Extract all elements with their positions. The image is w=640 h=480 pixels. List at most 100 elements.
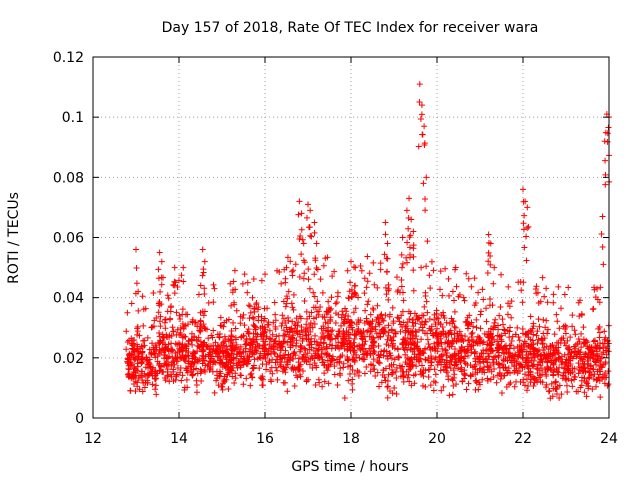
data-point [312, 332, 319, 339]
data-point [199, 352, 206, 359]
data-point [268, 336, 275, 343]
data-point [298, 210, 305, 217]
data-point [374, 302, 381, 309]
data-point [524, 330, 531, 337]
data-point [598, 231, 605, 238]
data-point [205, 361, 212, 368]
data-point [146, 370, 153, 377]
data-point [417, 355, 424, 362]
data-point [474, 369, 481, 376]
data-point [408, 382, 415, 389]
data-point [370, 335, 377, 342]
data-point [451, 323, 458, 330]
data-point [493, 379, 500, 386]
data-point [527, 342, 534, 349]
data-point [313, 264, 320, 271]
data-point [300, 257, 307, 264]
data-point [404, 239, 411, 246]
data-point [263, 334, 270, 341]
data-point [211, 358, 218, 365]
data-point [596, 334, 603, 341]
data-point [213, 377, 220, 384]
data-point [555, 371, 562, 378]
data-point [496, 312, 503, 319]
data-point [201, 367, 208, 374]
data-point [484, 366, 491, 373]
data-point [219, 364, 226, 371]
data-point [141, 384, 148, 391]
data-point [328, 331, 335, 338]
data-point [198, 324, 205, 331]
data-point [519, 299, 526, 306]
data-point [362, 307, 369, 314]
data-point [380, 330, 387, 337]
data-point [577, 384, 584, 391]
data-point [437, 286, 444, 293]
data-point [324, 254, 331, 261]
data-point [550, 372, 557, 379]
data-point [189, 358, 196, 365]
data-point [281, 365, 288, 372]
data-point [260, 338, 267, 345]
data-point [316, 342, 323, 349]
data-point [278, 280, 285, 287]
data-point [363, 284, 370, 291]
data-point [178, 344, 185, 351]
data-point [214, 331, 221, 338]
data-point [251, 356, 258, 363]
data-point [198, 342, 205, 349]
data-point [383, 255, 390, 262]
data-point [492, 353, 499, 360]
data-point [521, 382, 528, 389]
data-point [369, 324, 376, 331]
data-point [438, 352, 445, 359]
data-point [591, 371, 598, 378]
data-point [350, 339, 357, 346]
data-point [229, 373, 236, 380]
data-point [463, 319, 470, 326]
data-point [384, 240, 391, 247]
data-point [152, 376, 159, 383]
data-point [273, 333, 280, 340]
data-point [535, 300, 542, 307]
data-point [470, 323, 477, 330]
data-point [442, 346, 449, 353]
data-point [272, 311, 279, 318]
data-point [432, 345, 439, 352]
data-point [386, 311, 393, 318]
data-point [366, 321, 373, 328]
data-point [542, 324, 549, 331]
data-point [425, 373, 432, 380]
data-point [512, 351, 519, 358]
data-point [535, 336, 542, 343]
data-point [410, 228, 417, 235]
data-point [405, 371, 412, 378]
data-point [438, 387, 445, 394]
data-point [358, 330, 365, 337]
data-point [565, 363, 572, 370]
data-point [167, 315, 174, 322]
data-point [425, 366, 432, 373]
data-point [317, 339, 324, 346]
data-point [404, 374, 411, 381]
data-point [484, 341, 491, 348]
data-point [232, 286, 239, 293]
data-point [413, 363, 420, 370]
data-point [555, 339, 562, 346]
data-point [498, 389, 505, 396]
data-point [377, 266, 384, 273]
data-point [199, 272, 206, 279]
data-point [494, 372, 501, 379]
data-point [127, 387, 134, 394]
data-point [188, 368, 195, 375]
data-point [558, 335, 565, 342]
data-point [553, 347, 560, 354]
data-point [389, 304, 396, 311]
data-point [139, 349, 146, 356]
data-point [227, 356, 234, 363]
data-point [242, 338, 249, 345]
data-point [394, 288, 401, 295]
data-point [456, 291, 463, 298]
data-point [123, 346, 130, 353]
data-point [585, 375, 592, 382]
